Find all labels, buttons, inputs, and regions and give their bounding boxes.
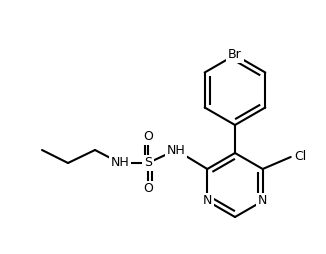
Text: NH: NH [167, 144, 185, 156]
Text: O: O [143, 183, 153, 196]
Text: NH: NH [111, 156, 129, 169]
Text: N: N [258, 195, 267, 208]
Text: S: S [144, 156, 152, 169]
Text: Br: Br [228, 49, 242, 61]
Text: N: N [202, 195, 212, 208]
Text: O: O [143, 131, 153, 144]
Text: Cl: Cl [295, 151, 307, 164]
Text: NH: NH [111, 156, 129, 169]
